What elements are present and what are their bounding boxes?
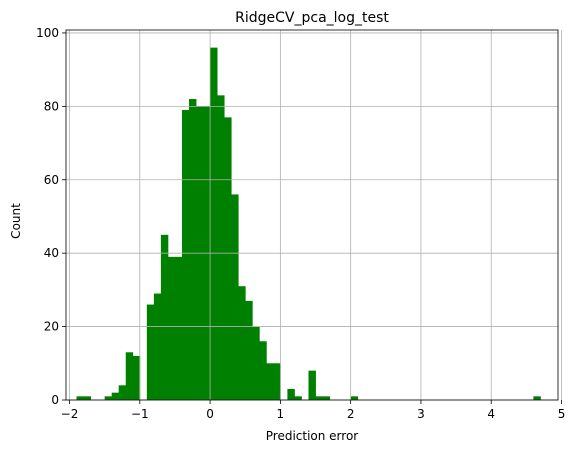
x-tick-label: 5 bbox=[558, 407, 566, 421]
histogram-bar bbox=[104, 396, 113, 400]
plot-frame bbox=[65, 29, 559, 401]
histogram-bar bbox=[294, 396, 302, 400]
histogram-bar bbox=[231, 194, 239, 400]
histogram-bar bbox=[146, 304, 155, 400]
x-tick-label: 2 bbox=[347, 407, 355, 421]
histogram-bar bbox=[245, 300, 253, 400]
x-tick-label: 4 bbox=[487, 407, 495, 421]
histogram-bar bbox=[189, 99, 197, 400]
histogram-bars bbox=[76, 47, 541, 401]
histogram-bar bbox=[273, 363, 281, 400]
histogram-bar bbox=[181, 110, 190, 401]
histogram-bar bbox=[210, 47, 218, 401]
histogram-bar bbox=[83, 396, 91, 400]
histogram-bar bbox=[76, 396, 84, 400]
x-axis-label: Prediction error bbox=[266, 429, 359, 443]
histogram-bar bbox=[217, 95, 225, 400]
histogram-bar bbox=[287, 388, 295, 400]
histogram-bar bbox=[322, 396, 330, 400]
histogram-bar bbox=[167, 256, 176, 400]
histogram-bar bbox=[238, 286, 246, 400]
histogram-bar bbox=[118, 385, 127, 400]
histogram-bar bbox=[111, 392, 120, 400]
y-axis-label: Count bbox=[9, 203, 23, 239]
x-tick-label: 0 bbox=[206, 407, 214, 421]
histogram-bar bbox=[266, 363, 274, 400]
x-tick-label: 3 bbox=[417, 407, 425, 421]
y-tick-label: 20 bbox=[44, 320, 59, 334]
y-axis-ticks: 0 20 40 60 80 100 bbox=[36, 26, 66, 407]
y-tick-label: 60 bbox=[44, 173, 59, 187]
histogram-bar bbox=[350, 396, 359, 400]
x-axis-ticks: −2 −1 0 1 2 3 4 5 bbox=[61, 400, 566, 421]
histogram-bar bbox=[259, 341, 267, 400]
x-tick-label: −1 bbox=[131, 407, 149, 421]
x-tick-label: −2 bbox=[61, 407, 79, 421]
histogram-bar bbox=[308, 370, 316, 400]
y-tick-label: 80 bbox=[44, 99, 59, 113]
y-tick-label: 100 bbox=[36, 26, 59, 40]
histogram-bar bbox=[533, 396, 541, 400]
histogram-bar bbox=[125, 352, 134, 400]
y-tick-label: 40 bbox=[44, 246, 59, 260]
histogram-bar bbox=[315, 396, 323, 400]
histogram-bar bbox=[224, 117, 232, 401]
grid-lines bbox=[66, 30, 562, 401]
histogram-bar bbox=[252, 326, 260, 400]
y-tick-label: 0 bbox=[51, 393, 59, 407]
x-tick-label: 1 bbox=[277, 407, 285, 421]
chart-title: RidgeCV_pca_log_test bbox=[235, 10, 389, 26]
histogram-bar bbox=[153, 293, 162, 400]
histogram-bar bbox=[174, 256, 183, 400]
histogram-bar bbox=[132, 355, 141, 400]
histogram-bar bbox=[160, 234, 169, 400]
